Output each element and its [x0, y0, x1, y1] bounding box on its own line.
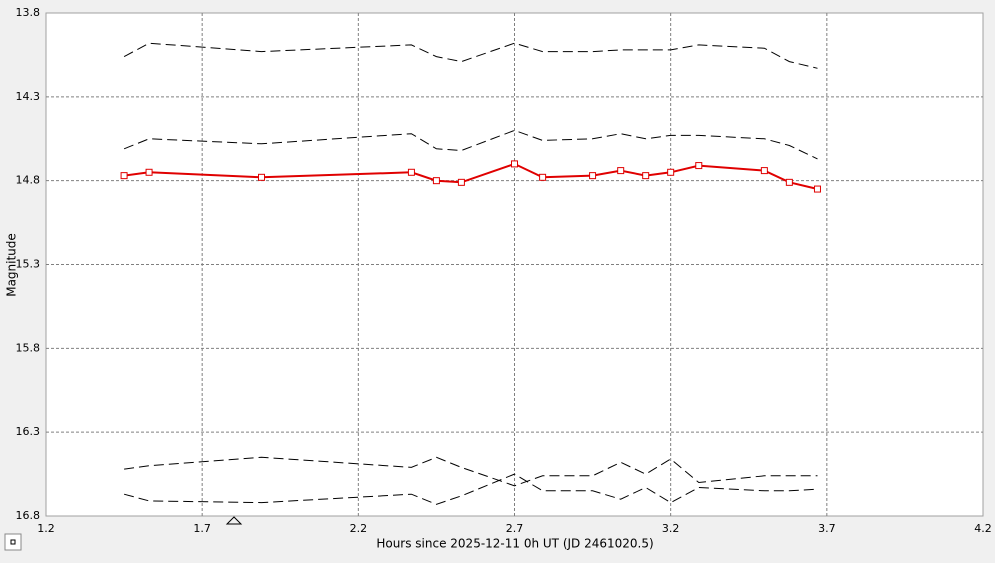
data-point — [642, 172, 650, 180]
time-marker — [225, 516, 243, 525]
data-point — [407, 168, 415, 176]
data-point — [695, 162, 703, 170]
data-point — [785, 178, 793, 186]
options-icon — [10, 539, 16, 545]
series-line — [123, 162, 818, 190]
data-point — [511, 160, 518, 168]
series-line — [123, 42, 818, 69]
x-axis-label: Hours since 2025-12-11 0h UT (JD 2461020… — [376, 537, 653, 551]
data-point — [617, 167, 625, 175]
data-point — [760, 167, 768, 175]
x-tick-label: 3.7 — [818, 522, 836, 535]
x-tick-label: 3.2 — [662, 522, 680, 535]
data-point — [432, 177, 440, 185]
data-point — [457, 178, 465, 186]
data-point — [145, 168, 153, 176]
y-tick-label: 16.3 — [16, 425, 41, 438]
data-point — [120, 172, 128, 180]
series-line — [123, 473, 818, 505]
data-point — [589, 172, 597, 180]
data-point — [813, 185, 821, 193]
series-line — [123, 129, 818, 160]
y-axis-label: Magnitude — [5, 233, 19, 297]
x-tick-label: 1.7 — [193, 522, 211, 535]
x-tick-label: 2.7 — [506, 522, 524, 535]
y-tick-label: 16.8 — [16, 509, 41, 522]
data-point — [539, 173, 547, 181]
x-tick-label: 1.2 — [37, 522, 55, 535]
data-point — [667, 168, 675, 176]
options-button[interactable] — [4, 533, 22, 551]
y-tick-label: 15.3 — [16, 258, 41, 271]
x-tick-label: 2.2 — [350, 522, 368, 535]
series-line — [124, 456, 818, 487]
y-tick-label: 14.8 — [16, 174, 41, 187]
y-tick-label: 15.8 — [16, 341, 41, 354]
x-tick-label: 4.2 — [974, 522, 992, 535]
data-point — [258, 173, 266, 181]
y-tick-label: 13.8 — [16, 6, 41, 19]
y-tick-label: 14.3 — [16, 90, 41, 103]
